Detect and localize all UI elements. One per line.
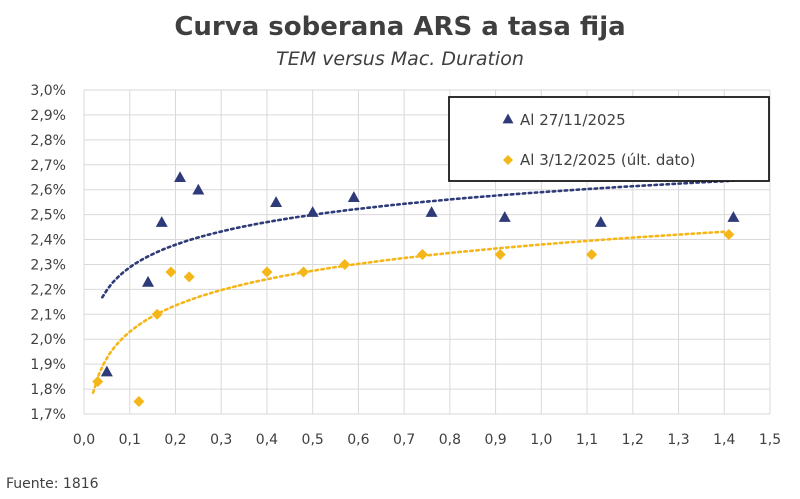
data-point-triangle	[594, 216, 607, 227]
data-point-triangle	[498, 211, 511, 222]
y-tick-label: 2,5%	[30, 208, 66, 224]
x-tick-label: 0,2	[164, 432, 186, 448]
legend: Al 27/11/2025 Al 3/12/2025 (últ. dato)	[448, 96, 770, 182]
trendline-0	[101, 179, 735, 299]
y-tick-label: 2,3%	[30, 257, 66, 273]
trendline-layer	[91, 179, 735, 394]
data-point-triangle	[155, 216, 168, 227]
data-point-diamond	[723, 229, 735, 241]
y-tick-label: 2,0%	[30, 332, 66, 348]
data-point-diamond	[183, 271, 195, 283]
y-tick-label: 2,2%	[30, 282, 66, 298]
data-point-diamond	[151, 308, 163, 320]
y-tick-label: 2,1%	[30, 307, 66, 323]
data-point-triangle	[306, 206, 319, 217]
data-point-diamond	[586, 248, 598, 260]
y-tick-label: 2,8%	[30, 133, 66, 149]
data-point-triangle	[100, 365, 113, 377]
data-point-diamond	[339, 258, 351, 270]
legend-label-1: Al 3/12/2025 (últ. dato)	[520, 151, 695, 169]
data-point-triangle	[192, 183, 205, 195]
source-note: Fuente: 1816	[6, 476, 99, 492]
y-tick-label: 2,9%	[30, 108, 66, 124]
legend-marker-1	[503, 155, 513, 165]
x-tick-label: 1,1	[576, 432, 598, 448]
legend-marker-0	[502, 113, 514, 124]
x-tick-label: 0,9	[484, 432, 506, 448]
x-tick-label: 0,5	[302, 432, 324, 448]
data-point-triangle	[727, 211, 740, 222]
y-tick-label: 1,9%	[30, 357, 66, 373]
y-tick-label: 2,4%	[30, 233, 66, 249]
tick-labels-layer: 0,0 0,1 0,2 0,3 0,4 0,5 0,6 0,7 0,8 0,9 1,0 1,1 1,2 1…	[30, 83, 781, 448]
chart-subtitle: TEM versus Mac. Duration	[276, 48, 524, 70]
data-point-diamond	[165, 266, 177, 278]
x-tick-label: 0,7	[393, 432, 415, 448]
data-point-diamond	[133, 396, 145, 408]
data-point-diamond	[416, 248, 428, 260]
data-point-triangle	[270, 196, 283, 207]
y-tick-label: 3,0%	[30, 83, 66, 99]
x-tick-label: 0,8	[439, 432, 461, 448]
chart-title: Curva soberana ARS a tasa fija	[174, 12, 626, 42]
data-point-diamond	[494, 248, 506, 260]
x-tick-label: 1,2	[622, 432, 644, 448]
x-tick-label: 0,6	[347, 432, 369, 448]
x-tick-label: 1,3	[667, 432, 689, 448]
x-tick-label: 0,1	[119, 432, 141, 448]
x-tick-label: 1,0	[530, 432, 552, 448]
y-tick-label: 1,8%	[30, 382, 66, 398]
y-tick-label: 2,6%	[30, 183, 66, 199]
data-point-triangle	[174, 171, 187, 183]
y-tick-label: 2,7%	[30, 158, 66, 174]
x-tick-label: 0,4	[256, 432, 278, 448]
data-point-diamond	[92, 376, 104, 388]
x-tick-label: 0,0	[73, 432, 95, 448]
trendline-1	[91, 230, 726, 394]
y-tick-label: 1,7%	[30, 407, 66, 423]
legend-box	[448, 96, 770, 182]
x-tick-label: 1,5	[759, 432, 781, 448]
data-point-diamond	[298, 266, 310, 278]
x-tick-label: 0,3	[210, 432, 232, 448]
x-tick-label: 1,4	[713, 432, 735, 448]
data-point-triangle	[425, 206, 438, 217]
legend-label-0: Al 27/11/2025	[520, 111, 626, 129]
data-point-diamond	[261, 266, 273, 278]
points-layer	[92, 171, 740, 408]
data-point-triangle	[347, 191, 360, 202]
data-point-triangle	[142, 275, 155, 287]
